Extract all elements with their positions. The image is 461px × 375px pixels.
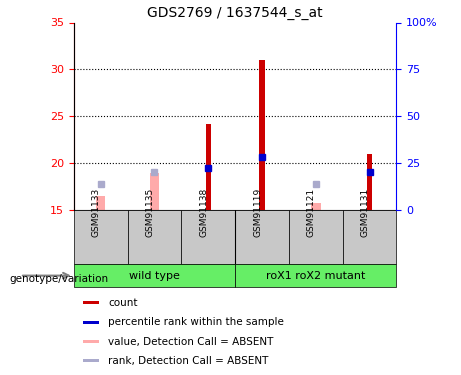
Text: genotype/variation: genotype/variation xyxy=(9,274,108,284)
Bar xyxy=(83,321,99,324)
Bar xyxy=(206,124,211,210)
Text: GSM91119: GSM91119 xyxy=(253,188,262,237)
Text: wild type: wild type xyxy=(129,271,180,280)
Bar xyxy=(83,359,99,363)
Bar xyxy=(83,340,99,343)
Bar xyxy=(289,210,343,264)
Bar xyxy=(235,210,289,264)
Bar xyxy=(181,210,235,264)
Title: GDS2769 / 1637544_s_at: GDS2769 / 1637544_s_at xyxy=(148,6,323,20)
Bar xyxy=(149,172,159,210)
Text: GSM91135: GSM91135 xyxy=(145,188,154,237)
Text: GSM91133: GSM91133 xyxy=(92,188,100,237)
Bar xyxy=(128,210,181,264)
Text: GSM91131: GSM91131 xyxy=(361,188,370,237)
Bar xyxy=(83,301,99,304)
Bar xyxy=(367,154,372,210)
Text: GSM91121: GSM91121 xyxy=(307,188,316,237)
Bar xyxy=(96,196,106,210)
Bar xyxy=(311,202,320,210)
Bar xyxy=(235,264,396,287)
Text: rank, Detection Call = ABSENT: rank, Detection Call = ABSENT xyxy=(108,356,269,366)
Text: value, Detection Call = ABSENT: value, Detection Call = ABSENT xyxy=(108,336,274,346)
Bar xyxy=(74,264,235,287)
Text: roX1 roX2 mutant: roX1 roX2 mutant xyxy=(266,271,366,280)
Text: GSM91138: GSM91138 xyxy=(199,188,208,237)
Text: percentile rank within the sample: percentile rank within the sample xyxy=(108,317,284,327)
Bar xyxy=(343,210,396,264)
Bar xyxy=(259,60,265,210)
Bar xyxy=(74,210,128,264)
Text: count: count xyxy=(108,298,138,308)
